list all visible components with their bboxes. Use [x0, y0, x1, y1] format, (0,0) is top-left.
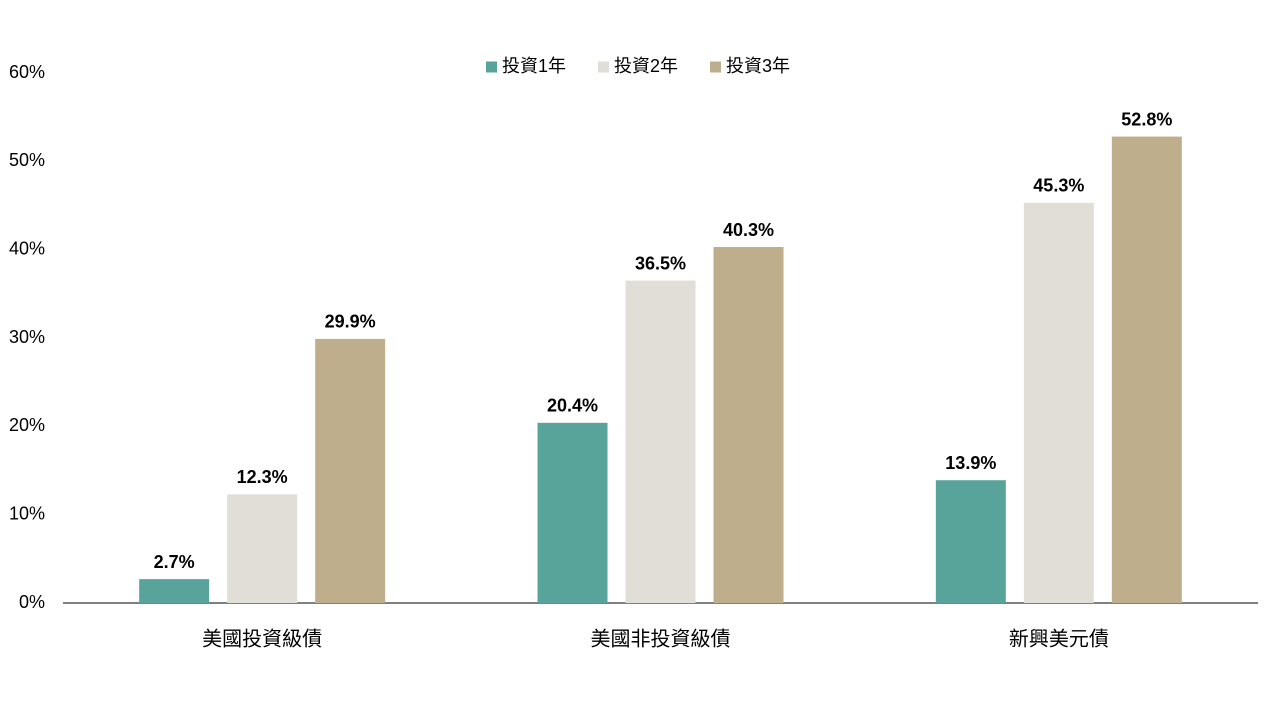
value-label: 20.4%	[547, 396, 598, 416]
bar	[625, 280, 696, 603]
x-tick-label: 新興美元債	[1009, 627, 1109, 650]
y-tick-label: 0%	[19, 592, 45, 612]
bar	[713, 247, 784, 603]
bar	[139, 579, 210, 603]
bar	[1111, 136, 1182, 603]
bar	[315, 338, 386, 603]
y-tick-label: 60%	[9, 62, 45, 82]
legend-label: 投資1年	[502, 56, 566, 76]
x-tick-label: 美國投資級債	[202, 627, 322, 650]
value-label: 2.7%	[154, 552, 195, 572]
y-tick-label: 50%	[9, 150, 45, 170]
bar	[537, 422, 608, 603]
bar	[1023, 202, 1094, 603]
y-tick-label: 30%	[9, 327, 45, 347]
legend-swatch	[486, 61, 497, 73]
value-label: 52.8%	[1121, 109, 1172, 129]
bar	[227, 494, 298, 603]
value-label: 29.9%	[325, 312, 376, 332]
value-label: 12.3%	[237, 467, 288, 487]
value-label: 45.3%	[1033, 176, 1084, 196]
legend-label: 投資2年	[614, 56, 678, 76]
value-label: 36.5%	[635, 253, 686, 273]
y-tick-label: 10%	[9, 503, 45, 523]
bar	[935, 480, 1006, 603]
y-tick-label: 40%	[9, 238, 45, 258]
x-tick-label: 美國非投資級債	[591, 627, 731, 650]
legend-swatch	[710, 61, 721, 73]
legend-swatch	[598, 61, 609, 73]
value-label: 40.3%	[723, 220, 774, 240]
y-tick-label: 20%	[9, 415, 45, 435]
value-label: 13.9%	[945, 453, 996, 473]
legend-label: 投資3年	[726, 56, 790, 76]
